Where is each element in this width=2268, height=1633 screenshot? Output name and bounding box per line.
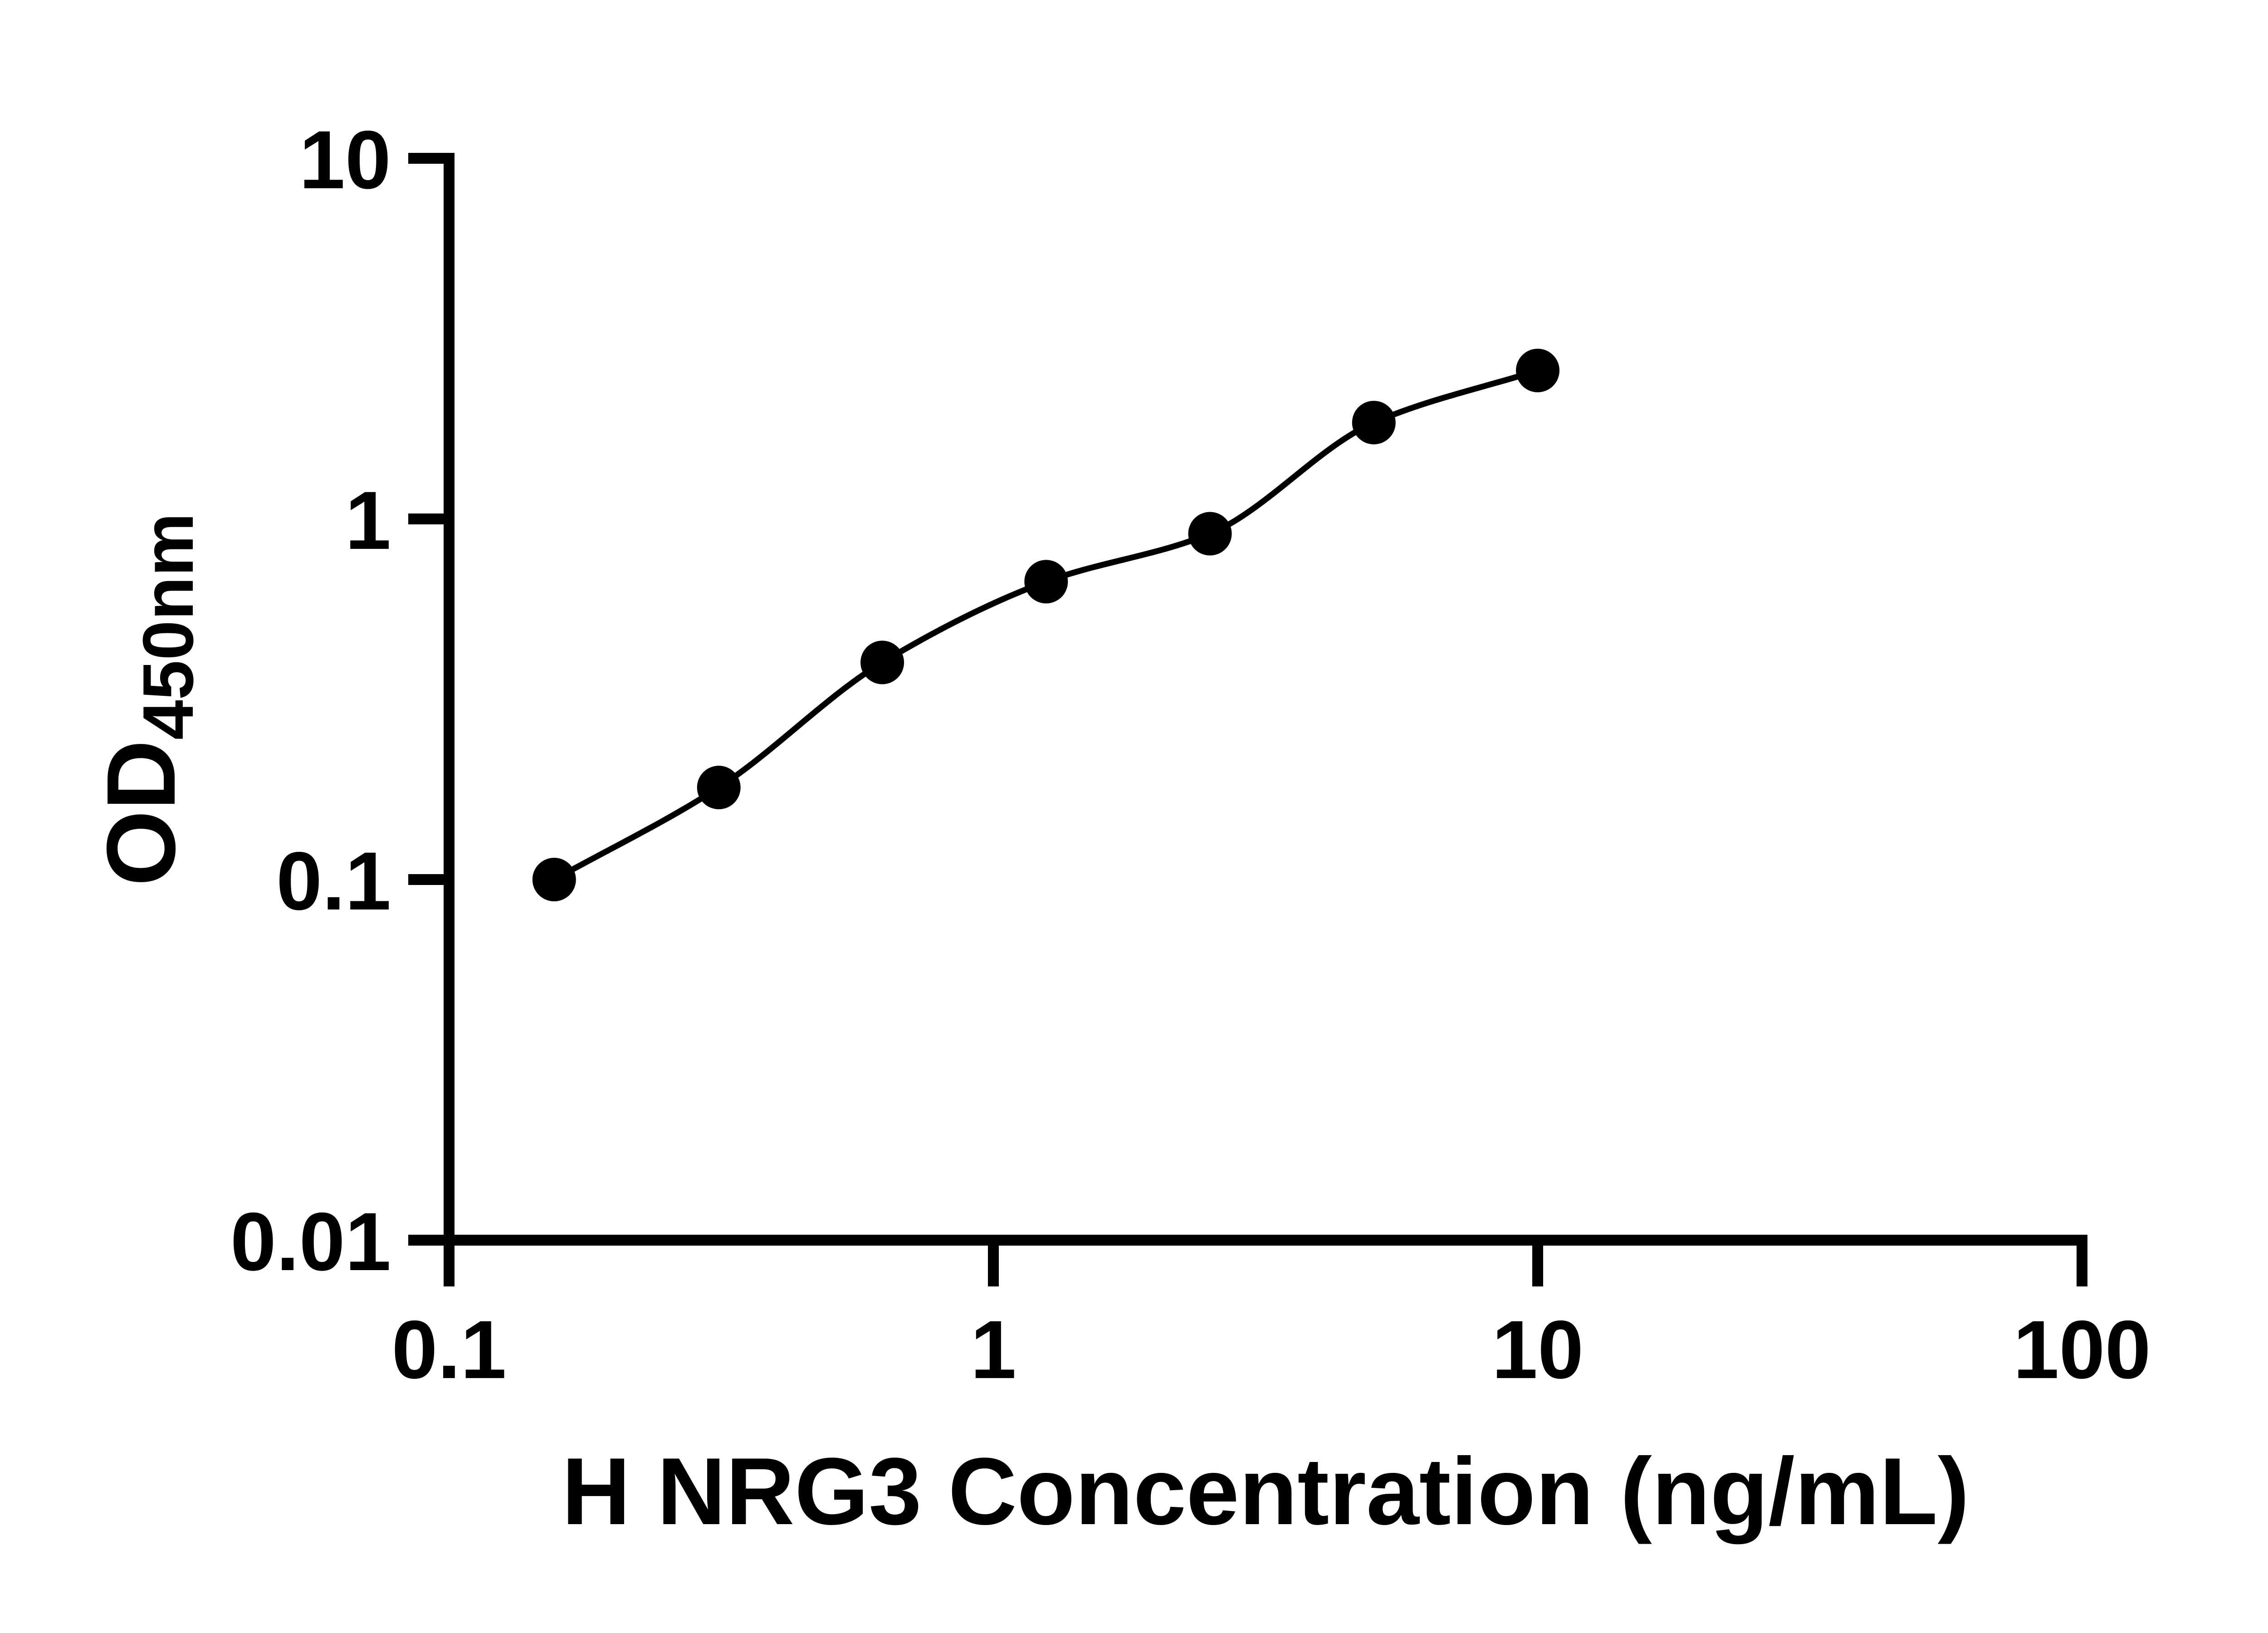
y-axis-title-subscript: 450nm	[128, 513, 208, 740]
x-tick-label: 100	[2013, 1303, 2151, 1396]
y-axis-tick-labels: 0.01 0.1 1 10	[230, 113, 391, 1288]
fit-curve-line	[552, 367, 1539, 882]
data-points	[532, 348, 1559, 901]
data-point-marker	[697, 766, 741, 810]
y-tick-label: 0.1	[276, 835, 391, 927]
y-tick-label: 10	[299, 113, 391, 206]
y-axis-line	[408, 153, 455, 1286]
y-axis-title: OD450nm	[86, 513, 208, 886]
x-axis-title: H NRG3 Concentration (ng/mL)	[562, 1438, 1969, 1545]
x-axis-line	[408, 1235, 2087, 1286]
x-axis-tick-labels: 0.1 1 10 100	[391, 1303, 2151, 1396]
data-point-marker	[860, 640, 904, 684]
x-tick-label: 1	[970, 1303, 1016, 1396]
y-axis-title-main: OD	[86, 740, 196, 886]
data-point-marker	[1188, 512, 1232, 556]
y-tick-label: 0.01	[230, 1195, 391, 1288]
data-point-marker	[1516, 348, 1559, 392]
x-tick-label: 0.1	[391, 1303, 506, 1396]
y-tick-label: 1	[345, 474, 391, 567]
data-point-marker	[1352, 401, 1396, 445]
data-point-marker	[532, 858, 576, 901]
x-tick-label: 10	[1492, 1303, 1584, 1396]
data-point-marker	[1024, 560, 1068, 604]
axes	[408, 153, 2087, 1286]
